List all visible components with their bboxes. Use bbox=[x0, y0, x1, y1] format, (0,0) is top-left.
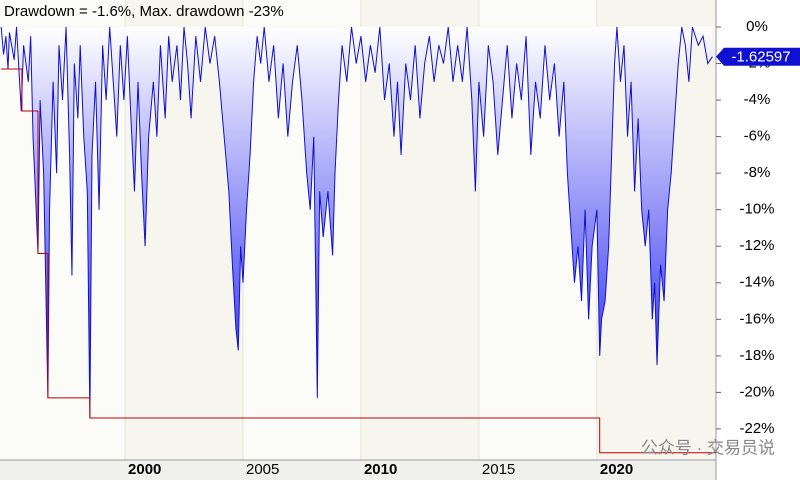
y-tick-label: 0% bbox=[746, 18, 768, 35]
x-axis-area bbox=[0, 460, 716, 480]
y-tick-label: -16% bbox=[739, 310, 774, 327]
x-tick-label: 2010 bbox=[364, 461, 397, 478]
y-tick-label: -14% bbox=[739, 274, 774, 291]
current-value-label: -1.62597 bbox=[731, 49, 790, 66]
current-value-box bbox=[716, 47, 800, 66]
x-tick-label: 2005 bbox=[246, 461, 279, 478]
watermark: 公众号 · 交易员说 bbox=[641, 438, 775, 457]
x-tick-label: 2015 bbox=[482, 461, 515, 478]
x-tick-label: 2000 bbox=[128, 461, 161, 478]
x-tick-label: 2020 bbox=[600, 461, 633, 478]
y-tick-label: -18% bbox=[739, 347, 774, 364]
y-tick-label: -8% bbox=[744, 164, 771, 181]
y-tick-label: -12% bbox=[739, 237, 774, 254]
chart-title: Drawdown = -1.6%, Max. drawdown -23% bbox=[4, 3, 284, 20]
y-tick-label: -10% bbox=[739, 201, 774, 218]
y-tick-label: -6% bbox=[744, 128, 771, 145]
y-tick-label: -22% bbox=[739, 420, 774, 437]
drawdown-area bbox=[1, 27, 713, 418]
drawdown-line bbox=[0, 26, 713, 418]
max-drawdown-line bbox=[1, 68, 716, 454]
y-tick-label: -4% bbox=[744, 91, 771, 108]
y-tick-label: -20% bbox=[739, 383, 774, 400]
